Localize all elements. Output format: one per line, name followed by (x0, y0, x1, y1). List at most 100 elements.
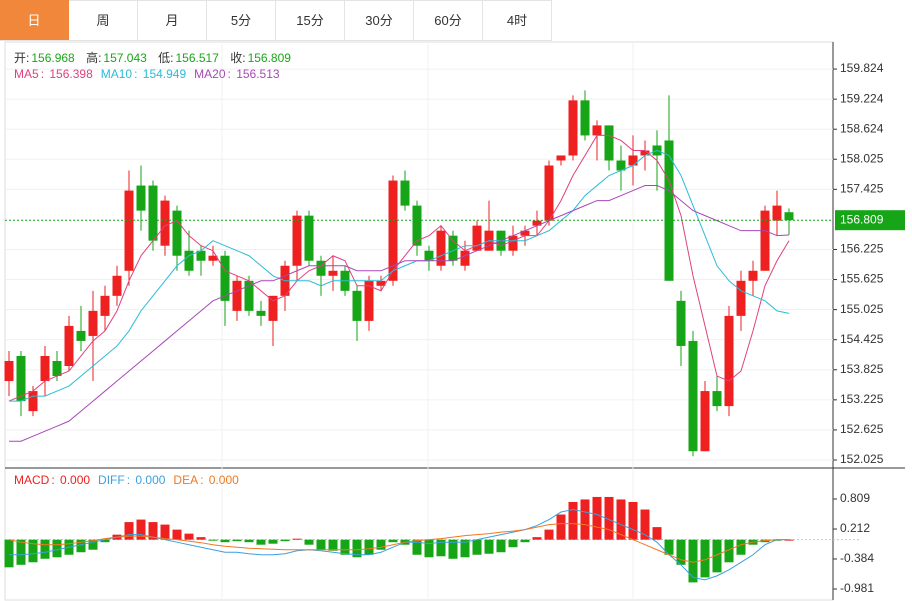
macd-bar (640, 509, 650, 540)
y-tick-label: 153.225 (840, 392, 884, 406)
macd-bar (376, 539, 386, 550)
macd-bar (208, 539, 218, 541)
legend-name: DIFF (98, 473, 125, 487)
legend-value: 0.000 (135, 473, 166, 487)
macd-bar (580, 499, 590, 540)
macd-bar (520, 539, 530, 543)
candle-body (724, 315, 734, 407)
macd-bar (220, 539, 230, 543)
legend-sep: : (40, 67, 48, 81)
low-value: 156.517 (175, 51, 219, 65)
macd-bar (544, 529, 554, 540)
macd-bar (496, 539, 506, 553)
candle-body (760, 210, 770, 271)
candle-body (124, 190, 134, 271)
candle-body (304, 215, 314, 261)
macd-bar (100, 539, 110, 543)
period-tab[interactable]: 15分 (276, 0, 345, 40)
legend-sep: : (51, 473, 59, 487)
y-tick-label: -0.384 (840, 551, 874, 565)
candle-body (520, 230, 530, 236)
macd-legend: MACD: 0.000 DIFF: 0.000 DEA: 0.000 (14, 473, 247, 487)
candle-body (676, 300, 686, 346)
candle-body (664, 140, 674, 281)
candle-body (460, 250, 470, 266)
candle-body (208, 255, 218, 261)
macd-bar (148, 522, 158, 540)
macd-bar (196, 537, 206, 540)
macd-bar (484, 539, 494, 554)
macd-bar (688, 539, 698, 583)
y-tick-label: 154.425 (840, 332, 884, 346)
candle-body (748, 270, 758, 281)
macd-bar (364, 539, 374, 555)
macd-bar (4, 539, 14, 568)
candle-body (784, 212, 794, 221)
y-tick-label: 152.625 (840, 422, 884, 436)
legend-sep: : (134, 67, 141, 81)
candle-body (52, 360, 62, 377)
candle-body (736, 280, 746, 316)
candle-body (328, 270, 338, 276)
macd-bar (232, 539, 242, 542)
high-label: 高: (86, 51, 102, 65)
candle-body (580, 100, 590, 136)
candle-body (244, 280, 254, 311)
legend-name: DEA (173, 473, 199, 487)
high-value: 157.043 (103, 51, 147, 65)
y-tick-label: 152.025 (840, 452, 884, 466)
candle-body (472, 225, 482, 251)
candle-body (88, 310, 98, 336)
macd-bar (532, 537, 542, 540)
candle-body (64, 325, 74, 367)
legend-name: MA10 (100, 67, 133, 81)
macd-bar (448, 539, 458, 559)
candle-body (388, 180, 398, 281)
close-label: 收: (230, 51, 246, 65)
ma-line (9, 149, 790, 402)
macd-bar (160, 524, 170, 540)
period-tab[interactable]: 月 (138, 0, 207, 40)
macd-bar (700, 539, 710, 578)
legend-name: MA5 (14, 67, 39, 81)
macd-bar (52, 539, 62, 558)
y-tick-label: -0.981 (840, 581, 874, 595)
macd-bar (136, 519, 146, 540)
candle-body (400, 180, 410, 206)
macd-bar (604, 496, 614, 540)
macd-bar (280, 539, 290, 542)
macd-bar (304, 539, 314, 545)
period-tab[interactable]: 30分 (345, 0, 414, 40)
candle-body (316, 260, 326, 276)
period-tab[interactable]: 60分 (414, 0, 483, 40)
candle-body (28, 391, 38, 412)
candle-body (40, 355, 50, 382)
macd-bar (508, 539, 518, 548)
macd-bar (88, 539, 98, 550)
legend-value: 154.949 (142, 67, 187, 81)
candle-body (628, 155, 638, 166)
low-label: 低: (158, 51, 174, 65)
candle-body (100, 295, 110, 316)
candle-body (544, 165, 554, 221)
y-tick-label: 156.225 (840, 242, 884, 256)
period-tab[interactable]: 5分 (207, 0, 276, 40)
period-tab[interactable]: 日 (0, 0, 69, 40)
close-value: 156.809 (247, 51, 291, 65)
candle-body (688, 340, 698, 452)
candle-body (256, 310, 266, 316)
y-tick-label: 157.425 (840, 181, 884, 195)
quote-legend: 开: 156.968 高: 157.043 低: 156.517 收: 156.809 (14, 49, 293, 66)
candle-body (700, 391, 710, 452)
candle-body (508, 235, 518, 251)
candle-body (412, 205, 422, 246)
last-price-label: 156.809 (840, 212, 884, 226)
macd-bar (40, 539, 50, 559)
y-tick-label: 153.825 (840, 362, 884, 376)
macd-bar (16, 539, 26, 565)
candle-body (160, 200, 170, 246)
period-tab[interactable]: 周 (69, 0, 138, 40)
period-tab[interactable]: 4时 (483, 0, 552, 40)
macd-bar (292, 538, 302, 540)
